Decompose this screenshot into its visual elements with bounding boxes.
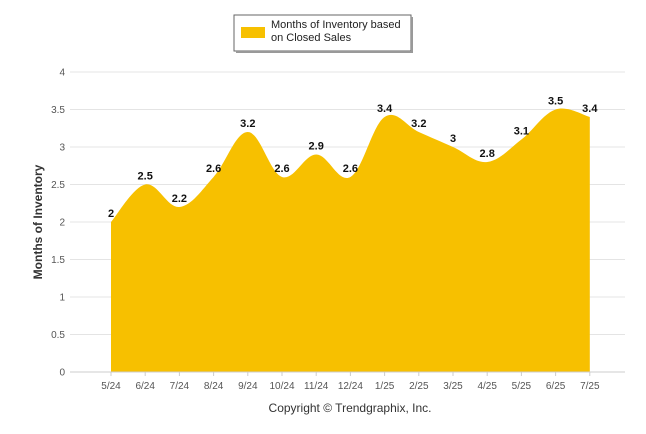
data-label: 2.6	[274, 163, 289, 175]
x-tick-label: 9/24	[238, 381, 258, 392]
y-tick-label: 1	[59, 293, 65, 304]
x-tick-label: 6/25	[546, 381, 566, 392]
y-tick-label: 3	[59, 143, 65, 154]
x-tick-label: 12/24	[338, 381, 363, 392]
y-tick-label: 0.5	[51, 330, 65, 341]
x-tick-label: 7/25	[580, 381, 600, 392]
y-tick-label: 2	[59, 218, 65, 229]
y-tick-label: 3.5	[51, 105, 65, 116]
data-label: 2	[108, 208, 114, 220]
y-tick-label: 4	[59, 68, 65, 79]
data-label: 3.1	[514, 126, 529, 138]
data-label: 3	[450, 133, 456, 145]
y-tick-label: 0	[59, 368, 65, 379]
y-tick-label: 1.5	[51, 255, 65, 266]
legend-label-line-1: Months of Inventory based	[271, 19, 401, 31]
data-label: 2.6	[206, 163, 221, 175]
x-tick-label: 3/25	[443, 381, 463, 392]
x-tick-label: 2/25	[409, 381, 429, 392]
data-label: 2.2	[172, 193, 187, 205]
series-area	[111, 108, 590, 373]
x-tick-label: 10/24	[269, 381, 294, 392]
legend-swatch	[241, 27, 265, 38]
x-tick-label: 11/24	[304, 381, 329, 392]
data-label: 3.2	[411, 118, 426, 130]
data-label: 2.8	[480, 148, 495, 160]
legend: Months of Inventory based on Closed Sale…	[233, 14, 413, 53]
legend-label-line-2: on Closed Sales	[271, 32, 352, 44]
legend-box-shadow-bottom	[236, 51, 413, 53]
data-label: 2.5	[138, 171, 153, 183]
y-axis-title: Months of Inventory	[31, 164, 45, 279]
x-tick-label: 5/24	[101, 381, 121, 392]
x-tick-label: 5/25	[512, 381, 532, 392]
data-label: 3.2	[240, 118, 255, 130]
y-tick-label: 2.5	[51, 180, 65, 191]
copyright-credit: Copyright © Trendgraphix, Inc.	[269, 401, 432, 415]
data-label: 2.6	[343, 163, 358, 175]
x-tick-label: 8/24	[204, 381, 224, 392]
x-axis: 5/24 6/24 7/24 8/24 9/24 10/24 11/24 12/24 1/25 2…	[70, 371, 625, 392]
x-tick-label: 1/25	[375, 381, 395, 392]
x-tick-label: 4/25	[477, 381, 497, 392]
y-axis: 0 0.5 1 1.5 2 2.5 3 3.5 4	[51, 68, 65, 379]
data-label: 2.9	[309, 141, 324, 153]
legend-box-shadow	[411, 17, 413, 53]
x-tick-label: 6/24	[135, 381, 155, 392]
data-labels: 2 2.5 2.2 2.6 3.2 2.6 2.9 2.6 3.4 3.2 3 2.8 3.1 3.5 3.…	[108, 96, 598, 221]
data-label: 3.5	[548, 96, 563, 108]
x-tick-label: 7/24	[170, 381, 190, 392]
data-label: 3.4	[582, 103, 598, 115]
data-label: 3.4	[377, 103, 393, 115]
